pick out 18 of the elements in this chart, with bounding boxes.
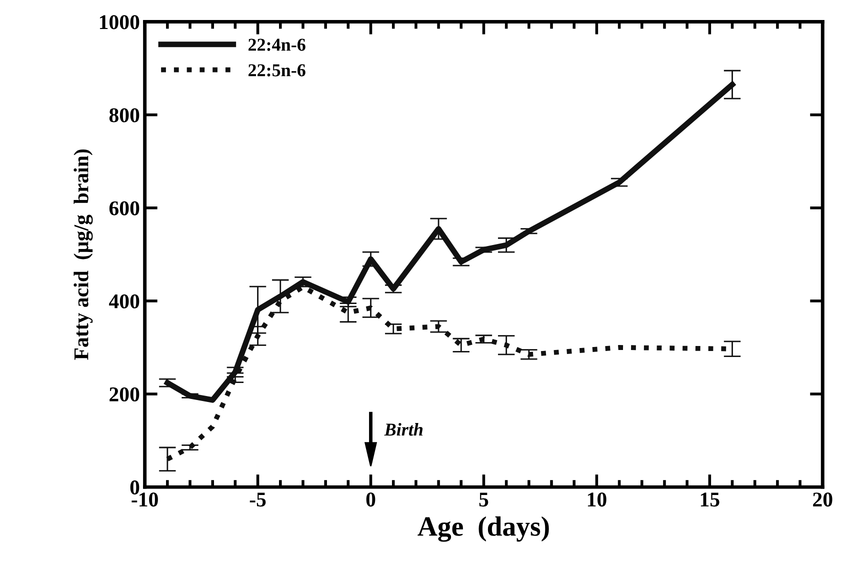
x-tick-label: 0 <box>366 492 376 507</box>
y-tick-label: 0 <box>130 480 140 494</box>
annotation: Birth <box>384 423 423 436</box>
x-tick-label: 15 <box>700 492 720 507</box>
x-tick-label: -5 <box>250 492 266 507</box>
x-axis-title: Age (days) <box>418 516 549 542</box>
legend-label: 22:5n-6 <box>248 64 306 76</box>
y-tick-label: 200 <box>110 387 140 402</box>
y-tick-label: 1000 <box>100 15 140 30</box>
y-tick-label: 600 <box>109 201 140 216</box>
y-tick-label: 800 <box>109 108 140 122</box>
legend-label: 22:4n-6 <box>248 38 306 51</box>
y-tick-label: 400 <box>109 294 140 308</box>
x-tick-label: 20 <box>813 492 832 507</box>
x-tick-label: 10 <box>588 492 606 507</box>
y-axis-title: Fatty acid (µg/g brain) <box>74 150 93 360</box>
x-tick-label: 5 <box>479 492 488 507</box>
x-tick-label: -10 <box>132 492 158 507</box>
